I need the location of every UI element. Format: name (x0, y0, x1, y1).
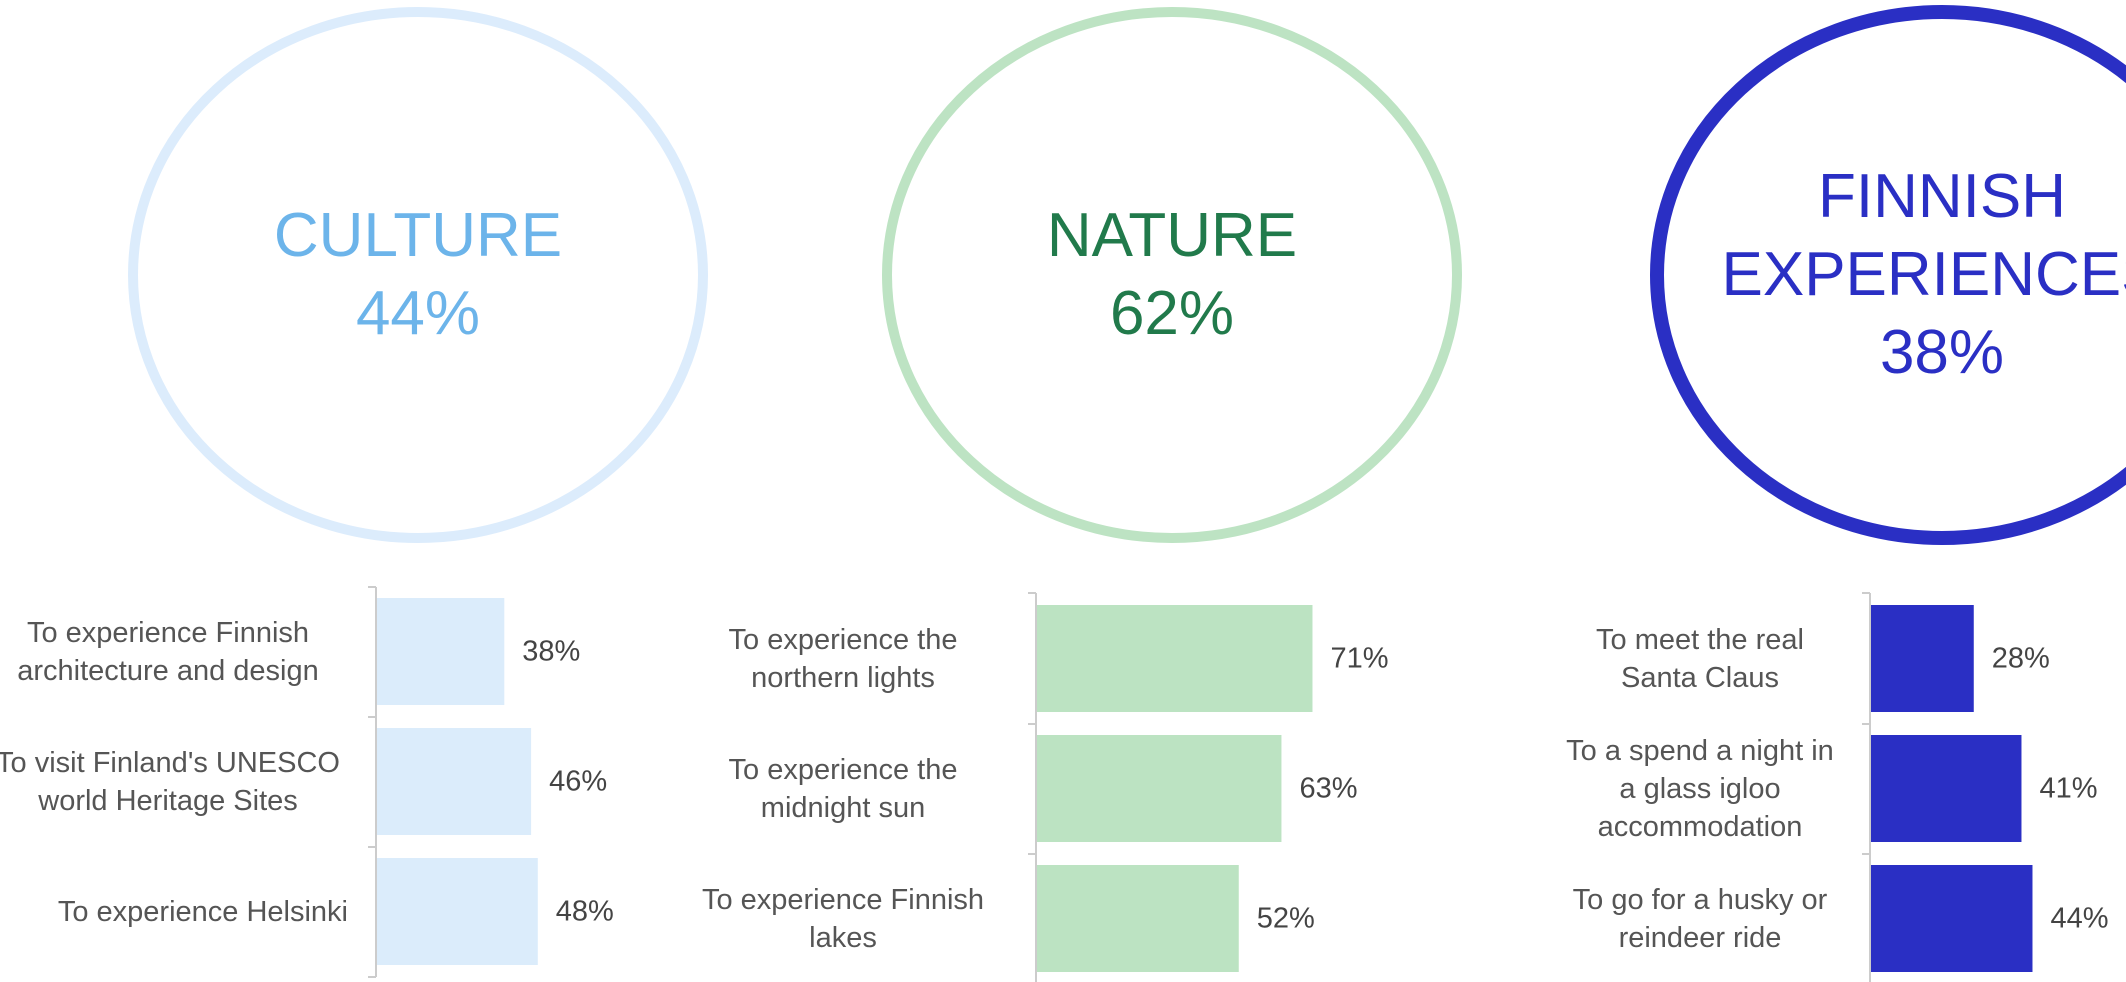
category-label: To experience Helsinki (57, 895, 348, 928)
bar (1037, 605, 1313, 712)
header: NATURE 62% (902, 95, 1442, 455)
category-label: To experience the northern lights (728, 623, 958, 694)
bar (377, 728, 532, 835)
category-label: To visit Finland's UNESCO world Heritage… (0, 746, 340, 817)
category-label: To experience the midnight sun (728, 753, 958, 824)
header-circle (882, 7, 1462, 543)
bar (377, 858, 538, 965)
value-label: 38% (522, 635, 581, 667)
bar (377, 598, 505, 705)
value-label: 44% (2050, 902, 2109, 934)
category-label: To a spend a night in a glass igloo acco… (1566, 734, 1834, 843)
category-label: To meet the real Santa Claus (1596, 623, 1804, 694)
header: CULTURE 44% (148, 95, 688, 455)
bar (1037, 865, 1239, 972)
category-label: To go for a husky or reindeer ride (1572, 883, 1828, 954)
header-circle (1650, 5, 2126, 545)
bar (1037, 735, 1282, 842)
value-label: 48% (555, 895, 614, 927)
value-label: 46% (549, 765, 608, 797)
header-title: CULTURE (273, 201, 563, 270)
value-label: 63% (1299, 772, 1358, 804)
value-label: 71% (1330, 642, 1389, 674)
header-value: 38% (1879, 318, 2005, 387)
bar (1871, 605, 1974, 712)
header: FINNISH EXPERIENCES 38% (1672, 95, 2126, 455)
header-title: FINNISH EXPERIENCES (1721, 162, 2126, 309)
value-label: 28% (1991, 642, 2050, 674)
value-label: 41% (2039, 772, 2098, 804)
header-value: 44% (355, 279, 481, 348)
value-label: 52% (1256, 902, 1315, 934)
header-title: NATURE (1046, 201, 1298, 270)
header-value: 62% (1109, 279, 1235, 348)
bar (1871, 735, 2022, 842)
category-label: To experience Finnish lakes (701, 883, 985, 954)
header-circle (128, 7, 708, 543)
category-label: To experience Finnish architecture and d… (17, 616, 319, 687)
bar (1871, 865, 2033, 972)
